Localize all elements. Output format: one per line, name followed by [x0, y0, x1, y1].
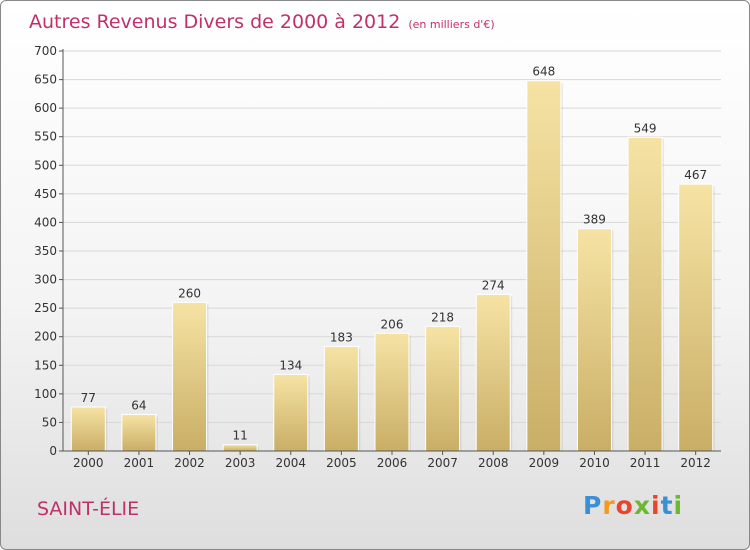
bar-2005: [323, 345, 359, 452]
data-label-2008: 274: [482, 278, 505, 292]
y-tick-label: 650: [34, 73, 57, 87]
x-tick-label-2002: 2002: [174, 456, 205, 470]
logo-letter: o: [615, 491, 634, 520]
logo-letter: P: [583, 491, 603, 520]
y-tick-label: 100: [34, 387, 57, 401]
data-label-2007: 218: [431, 310, 454, 324]
data-label-2009: 648: [532, 65, 555, 79]
data-label-2004: 134: [279, 358, 302, 372]
data-label-2003: 11: [233, 429, 248, 443]
axis-layer: 0 50 100 150 200 250 300 350 400 450 500 550 600 650 7…: [34, 44, 721, 470]
x-tick-label-2005: 2005: [326, 456, 357, 470]
x-tick-label-2004: 2004: [275, 456, 306, 470]
x-tick-label-2001: 2001: [124, 456, 155, 470]
chart-title: Autres Revenus Divers de 2000 à 2012 (en …: [29, 11, 495, 33]
x-tick-label-2011: 2011: [630, 456, 661, 470]
bar-2007: [425, 325, 461, 452]
bar-2000: [70, 406, 106, 452]
bar-2003: [222, 444, 258, 452]
y-tick-label: 150: [34, 358, 57, 372]
y-tick-label: 450: [34, 187, 57, 201]
bar-layer: [70, 80, 715, 452]
y-tick-label: 600: [34, 101, 57, 115]
bar-2011: [627, 136, 663, 452]
logo-letter: i: [651, 491, 661, 520]
x-tick-label-2010: 2010: [579, 456, 610, 470]
bar-2010: [576, 228, 612, 452]
y-tick-label: 300: [34, 273, 57, 287]
logo-letter: t: [660, 491, 674, 520]
y-tick-label: 250: [34, 301, 57, 315]
data-label-2005: 183: [330, 330, 353, 344]
y-tick-label: 400: [34, 215, 57, 229]
bar-2004: [273, 373, 309, 452]
y-tick-label: 0: [49, 444, 57, 458]
x-tick-label-2000: 2000: [73, 456, 104, 470]
x-tick-label-2008: 2008: [478, 456, 509, 470]
label-layer: 77 64 260 11 134 183 206 218 274 648 389 549 467: [81, 65, 707, 443]
data-label-2002: 260: [178, 286, 201, 300]
y-tick-label: 200: [34, 330, 57, 344]
data-label-2006: 206: [381, 317, 404, 331]
bar-2012: [678, 183, 714, 452]
data-label-2010: 389: [583, 213, 606, 227]
logo-letter: i: [673, 491, 684, 520]
bar-2002: [172, 301, 208, 452]
bar-2006: [374, 332, 410, 452]
data-label-2011: 549: [634, 121, 657, 135]
x-tick-label-2003: 2003: [225, 456, 256, 470]
data-label-2001: 64: [131, 398, 146, 412]
logo-letter: r: [602, 491, 616, 520]
logo-letter: x: [633, 491, 651, 520]
y-tick-label: 550: [34, 130, 57, 144]
y-tick-label: 700: [34, 44, 57, 58]
x-tick-label-2006: 2006: [377, 456, 408, 470]
proxiti-logo: Proxiti: [583, 491, 683, 520]
bar-2008: [475, 293, 511, 452]
chart-title-text: Autres Revenus Divers de 2000 à 2012: [29, 11, 401, 33]
chart-unit-label: (en milliers d'€): [408, 18, 495, 31]
bar-2009: [526, 80, 562, 452]
y-tick-label: 350: [34, 244, 57, 258]
x-tick-label-2009: 2009: [529, 456, 560, 470]
y-tick-label: 500: [34, 158, 57, 172]
x-tick-label-2007: 2007: [427, 456, 458, 470]
place-name: SAINT-ÉLIE: [37, 498, 140, 520]
bar-2001: [121, 413, 157, 452]
data-label-2012: 467: [684, 168, 707, 182]
data-label-2000: 77: [81, 391, 96, 405]
x-tick-label-2012: 2012: [680, 456, 711, 470]
y-tick-label: 50: [42, 415, 57, 429]
